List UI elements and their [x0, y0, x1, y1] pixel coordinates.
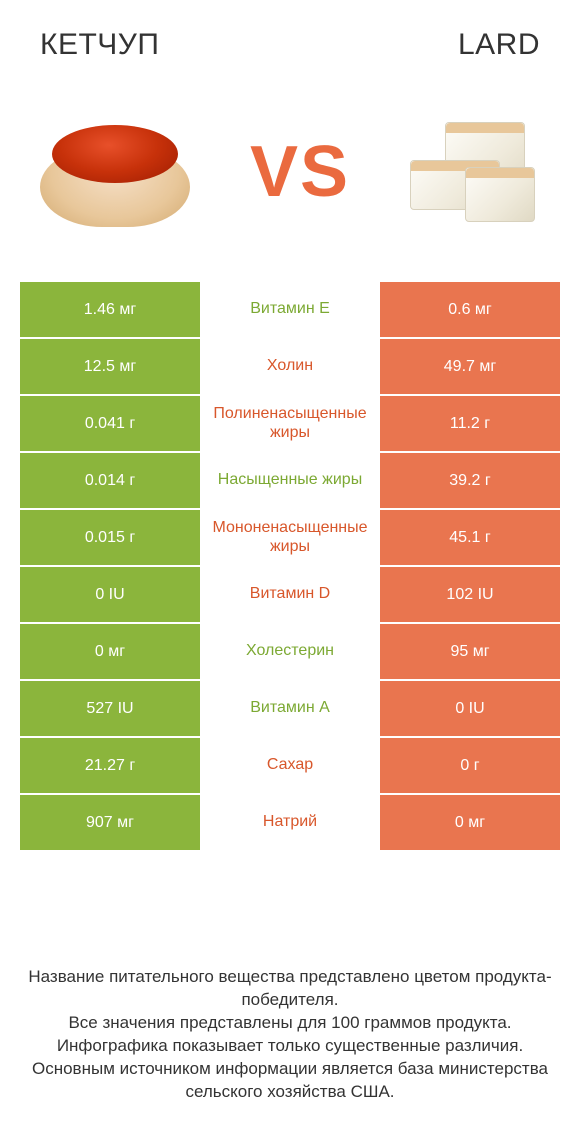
right-value: 0 г [380, 738, 560, 793]
right-value: 39.2 г [380, 453, 560, 508]
left-value: 0.014 г [20, 453, 200, 508]
table-row: 527 IUВитамин A0 IU [20, 681, 560, 736]
right-value: 0 IU [380, 681, 560, 736]
vs-label: VS [250, 131, 350, 213]
nutrient-label: Насыщенные жиры [200, 453, 380, 508]
title-left: КЕТЧУП [40, 28, 159, 62]
nutrient-label: Витамин D [200, 567, 380, 622]
table-row: 12.5 мгХолин49.7 мг [20, 339, 560, 394]
table-row: 0 IUВитамин D102 IU [20, 567, 560, 622]
left-value: 0.015 г [20, 510, 200, 565]
table-row: 0.015 гМононенасыщенные жиры45.1 г [20, 510, 560, 565]
lard-image [400, 112, 550, 232]
footer-line: Все значения представлены для 100 граммо… [20, 1012, 560, 1035]
nutrient-label: Натрий [200, 795, 380, 850]
right-value: 0.6 мг [380, 282, 560, 337]
left-value: 12.5 мг [20, 339, 200, 394]
left-value: 21.27 г [20, 738, 200, 793]
table-row: 21.27 гСахар0 г [20, 738, 560, 793]
right-value: 0 мг [380, 795, 560, 850]
header: КЕТЧУП LARD [0, 0, 580, 72]
right-value: 11.2 г [380, 396, 560, 451]
right-value: 49.7 мг [380, 339, 560, 394]
right-value: 45.1 г [380, 510, 560, 565]
table-row: 0.014 гНасыщенные жиры39.2 г [20, 453, 560, 508]
nutrient-label: Мононенасыщенные жиры [200, 510, 380, 565]
footer-line: Инфографика показывает только существенн… [20, 1035, 560, 1058]
nutrient-label: Витамин E [200, 282, 380, 337]
footer-text: Название питательного вещества представл… [20, 966, 560, 1104]
left-value: 0 мг [20, 624, 200, 679]
table-row: 0 мгХолестерин95 мг [20, 624, 560, 679]
left-value: 0 IU [20, 567, 200, 622]
left-value: 527 IU [20, 681, 200, 736]
right-value: 95 мг [380, 624, 560, 679]
table-row: 907 мгНатрий0 мг [20, 795, 560, 850]
nutrient-label: Холестерин [200, 624, 380, 679]
nutrient-label: Витамин A [200, 681, 380, 736]
ketchup-image [30, 107, 200, 237]
nutrient-label: Холин [200, 339, 380, 394]
comparison-table: 1.46 мгВитамин E0.6 мг12.5 мгХолин49.7 м… [20, 282, 560, 850]
table-row: 1.46 мгВитамин E0.6 мг [20, 282, 560, 337]
footer-line: Название питательного вещества представл… [20, 966, 560, 1012]
footer-line: Основным источником информации является … [20, 1058, 560, 1104]
table-row: 0.041 гПолиненасыщенные жиры11.2 г [20, 396, 560, 451]
image-row: VS [0, 72, 580, 272]
left-value: 907 мг [20, 795, 200, 850]
left-value: 1.46 мг [20, 282, 200, 337]
nutrient-label: Полиненасыщенные жиры [200, 396, 380, 451]
left-value: 0.041 г [20, 396, 200, 451]
right-value: 102 IU [380, 567, 560, 622]
title-right: LARD [458, 28, 540, 62]
nutrient-label: Сахар [200, 738, 380, 793]
